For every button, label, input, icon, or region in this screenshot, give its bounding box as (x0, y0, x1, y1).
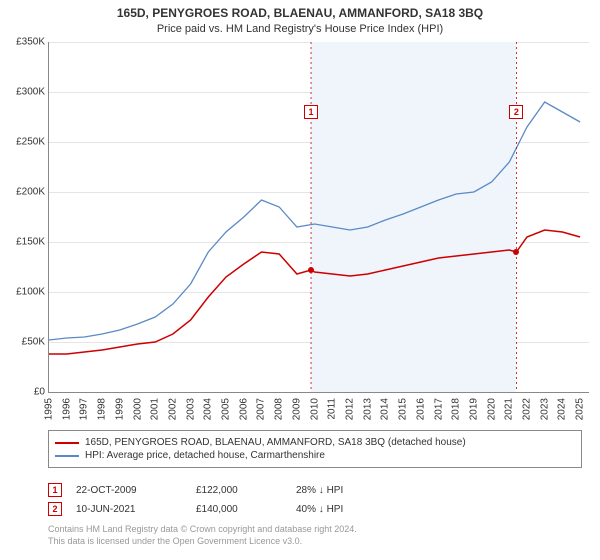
x-tick-label: 2008 (274, 398, 285, 420)
footer-line-2: This data is licensed under the Open Gov… (48, 536, 357, 548)
x-tick-label: 2006 (238, 398, 249, 420)
sale-rows: 1 22-OCT-2009£122,00028% ↓ HPI 2 10-JUN-202… (48, 478, 436, 521)
y-tick-label: £100K (16, 287, 45, 298)
x-tick-label: 2009 (291, 398, 302, 420)
y-tick-label: £150K (16, 237, 45, 248)
x-tick-label: 2024 (557, 398, 568, 420)
x-tick-label: 1998 (97, 398, 108, 420)
series-hpi (49, 102, 580, 340)
marker-label-2: 2 (509, 105, 523, 119)
x-tick-label: 1997 (79, 398, 90, 420)
y-tick-label: £250K (16, 137, 45, 148)
y-tick-label: £350K (16, 37, 45, 48)
x-tick-label: 2016 (415, 398, 426, 420)
x-tick-label: 2011 (327, 398, 338, 420)
x-tick-label: 2013 (362, 398, 373, 420)
x-tick-label: 2003 (185, 398, 196, 420)
sale-marker: 2 (48, 502, 62, 516)
sale-row: 2 10-JUN-2021£140,00040% ↓ HPI (48, 502, 436, 516)
chart-subtitle: Price paid vs. HM Land Registry's House … (0, 20, 600, 41)
y-tick-label: £0 (34, 387, 45, 398)
x-tick-label: 1995 (44, 398, 55, 420)
x-tick-label: 2014 (380, 398, 391, 420)
sale-delta: 40% ↓ HPI (296, 504, 436, 515)
y-tick-label: £300K (16, 87, 45, 98)
legend-label: HPI: Average price, detached house, Carm… (85, 450, 325, 461)
x-tick-label: 2015 (398, 398, 409, 420)
x-tick-label: 2022 (522, 398, 533, 420)
x-tick-label: 2002 (167, 398, 178, 420)
chart-title: 165D, PENYGROES ROAD, BLAENAU, AMMANFORD… (0, 0, 600, 20)
x-tick-label: 2010 (309, 398, 320, 420)
legend-label: 165D, PENYGROES ROAD, BLAENAU, AMMANFORD… (85, 437, 466, 448)
x-tick-label: 2020 (486, 398, 497, 420)
sale-price: £140,000 (196, 504, 296, 515)
chart-footer: Contains HM Land Registry data © Crown c… (48, 524, 357, 547)
legend-row: 165D, PENYGROES ROAD, BLAENAU, AMMANFORD… (55, 437, 575, 448)
x-tick-label: 2007 (256, 398, 267, 420)
y-tick-label: £50K (22, 337, 45, 348)
x-tick-label: 2023 (539, 398, 550, 420)
chart-plot-area: £0£50K£100K£150K£200K£250K£300K£350K1995… (48, 42, 589, 393)
marker-dot-2 (513, 249, 519, 255)
y-tick-label: £200K (16, 187, 45, 198)
x-tick-label: 2000 (132, 398, 143, 420)
legend-row: HPI: Average price, detached house, Carm… (55, 450, 575, 461)
sale-delta: 28% ↓ HPI (296, 485, 436, 496)
sale-date: 10-JUN-2021 (76, 504, 196, 515)
x-tick-label: 2005 (221, 398, 232, 420)
sale-row: 1 22-OCT-2009£122,00028% ↓ HPI (48, 483, 436, 497)
x-tick-label: 1996 (61, 398, 72, 420)
chart-legend: 165D, PENYGROES ROAD, BLAENAU, AMMANFORD… (48, 430, 582, 468)
legend-swatch (55, 442, 79, 444)
chart-lines (49, 42, 589, 392)
series-price_paid (49, 230, 580, 354)
legend-swatch (55, 455, 79, 457)
sale-marker: 1 (48, 483, 62, 497)
x-tick-label: 2018 (451, 398, 462, 420)
x-tick-label: 1999 (114, 398, 125, 420)
x-tick-label: 2012 (344, 398, 355, 420)
marker-dot-1 (308, 267, 314, 273)
marker-label-1: 1 (304, 105, 318, 119)
x-tick-label: 2004 (203, 398, 214, 420)
footer-line-1: Contains HM Land Registry data © Crown c… (48, 524, 357, 536)
x-tick-label: 2025 (575, 398, 586, 420)
x-tick-label: 2001 (150, 398, 161, 420)
sale-date: 22-OCT-2009 (76, 485, 196, 496)
x-tick-label: 2019 (468, 398, 479, 420)
x-tick-label: 2021 (504, 398, 515, 420)
sale-price: £122,000 (196, 485, 296, 496)
x-tick-label: 2017 (433, 398, 444, 420)
